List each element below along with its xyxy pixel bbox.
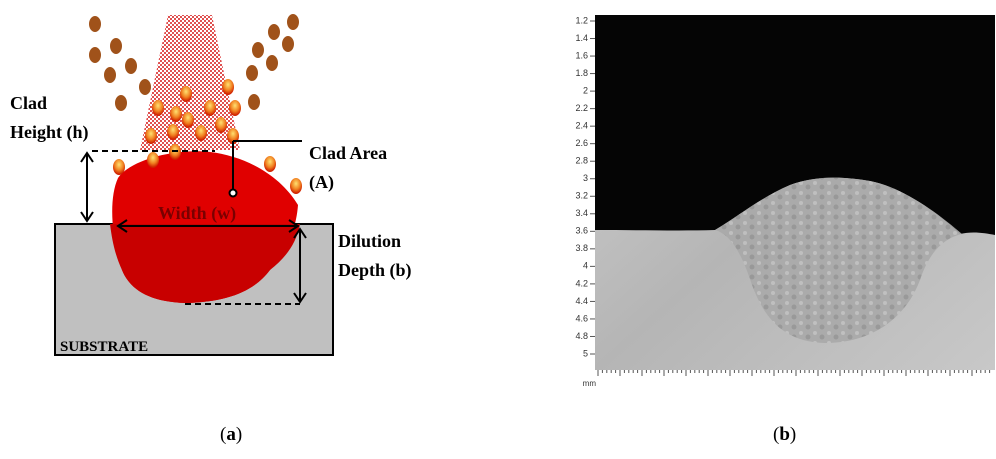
panel-b: mm (b) 1.2 1.4 1.6 1.8 2 2.2 2.4 2.6 2.8 3 3.2 3.4 3… xyxy=(575,15,995,445)
label-clad-area: Clad Area xyxy=(309,143,387,163)
micrograph-bead xyxy=(715,177,962,343)
y-tick-label: 2.8 xyxy=(575,156,588,166)
molten-particles xyxy=(113,79,302,194)
y-tick-label: 1.2 xyxy=(575,15,588,25)
laser-beam xyxy=(140,15,240,150)
y-tick-label: 3.2 xyxy=(575,191,588,201)
label-clad-height: Height (h) xyxy=(10,122,89,143)
panel-a: Clad Height (h) Clad Area (A) Width (w) … xyxy=(10,14,412,445)
y-tick-label: 1.6 xyxy=(575,50,588,60)
y-tick-label: 4.4 xyxy=(575,296,588,306)
label-clad-area: (A) xyxy=(309,172,334,193)
y-tick-label: 2.2 xyxy=(575,103,588,113)
y-tick-label: 5 xyxy=(583,348,588,358)
label-dilution-depth: Depth (b) xyxy=(338,260,412,281)
label-dilution-depth: Dilution xyxy=(338,231,401,251)
y-tick-label: 3.4 xyxy=(575,208,588,218)
caption-a: (a) xyxy=(220,424,242,445)
y-tick-label: 2 xyxy=(583,85,588,95)
y-tick-label: 1.8 xyxy=(575,68,588,78)
y-tick-label: 4.8 xyxy=(575,331,588,341)
dimension-lines xyxy=(80,140,307,305)
y-tick-label: 4.6 xyxy=(575,313,588,323)
powder-particles xyxy=(89,14,299,111)
caption-b: (b) xyxy=(773,424,796,445)
dilution-zone xyxy=(110,224,300,303)
micrograph-background xyxy=(595,15,995,235)
label-width: Width (w) xyxy=(158,203,236,224)
y-tick-label: 3.8 xyxy=(575,243,588,253)
x-ruler xyxy=(597,370,991,376)
unit-label: mm xyxy=(583,379,597,388)
y-tick-label: 4.2 xyxy=(575,278,588,288)
y-tick-label: 3 xyxy=(583,173,588,183)
label-clad-height: Clad xyxy=(10,93,47,113)
y-tick-label: 1.4 xyxy=(575,33,588,43)
y-tick-label: 2.6 xyxy=(575,138,588,148)
y-tick-label: 3.6 xyxy=(575,226,588,236)
y-tick-label: 4 xyxy=(583,261,588,271)
label-substrate: SUBSTRATE xyxy=(60,339,148,355)
y-tick-label: 2.4 xyxy=(575,121,588,131)
